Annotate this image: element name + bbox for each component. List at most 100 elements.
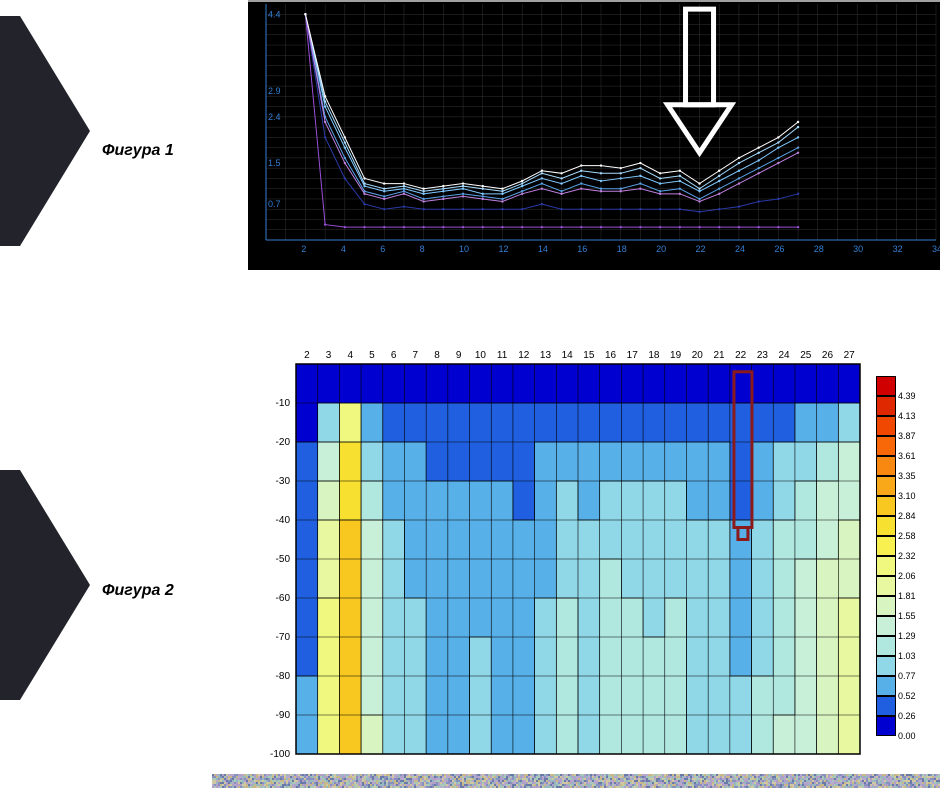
svg-text:28: 28 xyxy=(814,244,824,254)
svg-text:-10: -10 xyxy=(276,398,291,409)
svg-text:18: 18 xyxy=(617,244,627,254)
svg-text:21: 21 xyxy=(713,350,725,361)
svg-text:2.9: 2.9 xyxy=(268,86,281,96)
svg-text:1.5: 1.5 xyxy=(268,158,281,168)
svg-text:5: 5 xyxy=(369,350,375,361)
legend-swatch xyxy=(876,656,896,676)
svg-text:22: 22 xyxy=(735,350,747,361)
svg-text:14: 14 xyxy=(538,244,548,254)
legend-swatch xyxy=(876,396,896,416)
svg-text:24: 24 xyxy=(779,350,791,361)
noise-strip xyxy=(212,774,940,788)
svg-text:3: 3 xyxy=(326,350,332,361)
svg-text:-70: -70 xyxy=(276,632,291,643)
svg-text:13: 13 xyxy=(540,350,552,361)
svg-text:-50: -50 xyxy=(276,554,291,565)
legend-value: 0.52 xyxy=(898,691,916,701)
legend-swatch xyxy=(876,716,896,736)
legend-value: 2.84 xyxy=(898,511,916,521)
legend-value: 2.58 xyxy=(898,531,916,541)
figure1-label: Фигура 1 xyxy=(102,142,174,160)
legend-swatch xyxy=(876,456,896,476)
svg-text:17: 17 xyxy=(627,350,639,361)
figure2-label: Фигура 2 xyxy=(102,582,174,600)
svg-text:4: 4 xyxy=(347,350,353,361)
svg-text:4.4: 4.4 xyxy=(268,9,281,19)
svg-text:27: 27 xyxy=(844,350,856,361)
svg-text:30: 30 xyxy=(853,244,863,254)
svg-text:25: 25 xyxy=(800,350,812,361)
svg-text:34: 34 xyxy=(932,244,940,254)
legend-swatch xyxy=(876,596,896,616)
legend-swatch xyxy=(876,496,896,516)
svg-text:12: 12 xyxy=(498,244,508,254)
legend-value: 3.87 xyxy=(898,431,916,441)
legend-swatch xyxy=(876,476,896,496)
pointer-shape-2 xyxy=(0,470,90,700)
legend-swatch xyxy=(876,536,896,556)
legend-value: 2.32 xyxy=(898,551,916,561)
legend-value: 1.81 xyxy=(898,591,916,601)
svg-text:15: 15 xyxy=(583,350,595,361)
svg-text:14: 14 xyxy=(562,350,574,361)
legend-swatch xyxy=(876,616,896,636)
svg-text:-30: -30 xyxy=(276,476,291,487)
legend-value: 1.29 xyxy=(898,631,916,641)
svg-text:26: 26 xyxy=(822,350,834,361)
svg-text:6: 6 xyxy=(380,244,385,254)
svg-text:11: 11 xyxy=(497,350,508,361)
svg-text:0.7: 0.7 xyxy=(268,199,281,209)
legend-swatch xyxy=(876,376,896,396)
svg-text:7: 7 xyxy=(413,350,419,361)
svg-text:6: 6 xyxy=(391,350,397,361)
svg-text:-20: -20 xyxy=(276,437,291,448)
legend-value: 4.13 xyxy=(898,411,916,421)
svg-text:23: 23 xyxy=(757,350,769,361)
svg-text:10: 10 xyxy=(475,350,487,361)
svg-text:-100: -100 xyxy=(270,749,290,760)
svg-text:12: 12 xyxy=(518,350,530,361)
legend-value: 1.03 xyxy=(898,651,916,661)
svg-text:24: 24 xyxy=(735,244,745,254)
pointer-shape-1 xyxy=(0,16,90,246)
line-chart: 0.71.52.42.94.42468101214161820222426283… xyxy=(248,0,940,270)
legend-swatch xyxy=(876,556,896,576)
line-chart-svg: 0.71.52.42.94.42468101214161820222426283… xyxy=(248,2,940,272)
legend-swatch xyxy=(876,576,896,596)
svg-text:26: 26 xyxy=(774,244,784,254)
svg-text:-80: -80 xyxy=(276,671,291,682)
legend-value: 0.00 xyxy=(898,731,916,741)
legend-swatch xyxy=(876,436,896,456)
legend-swatch xyxy=(876,636,896,656)
svg-text:19: 19 xyxy=(670,350,682,361)
svg-text:20: 20 xyxy=(692,350,704,361)
svg-text:2: 2 xyxy=(304,350,310,361)
legend-value: 3.35 xyxy=(898,471,916,481)
legend-value: 4.39 xyxy=(898,391,916,401)
svg-text:-60: -60 xyxy=(276,593,291,604)
legend-swatch xyxy=(876,696,896,716)
svg-text:20: 20 xyxy=(656,244,666,254)
svg-text:16: 16 xyxy=(577,244,587,254)
legend-value: 3.61 xyxy=(898,451,916,461)
svg-text:-90: -90 xyxy=(276,710,291,721)
legend-swatch xyxy=(876,676,896,696)
heatmap-chart: 2345678910111213141516171819202122232425… xyxy=(248,344,868,762)
legend-value: 1.55 xyxy=(898,611,916,621)
svg-text:9: 9 xyxy=(456,350,462,361)
svg-text:32: 32 xyxy=(893,244,903,254)
heatmap-svg: 2345678910111213141516171819202122232425… xyxy=(248,344,868,762)
svg-text:18: 18 xyxy=(648,350,660,361)
legend-value: 2.06 xyxy=(898,571,916,581)
svg-text:4: 4 xyxy=(341,244,346,254)
legend-value: 0.26 xyxy=(898,711,916,721)
svg-text:8: 8 xyxy=(420,244,425,254)
legend-value: 0.77 xyxy=(898,671,916,681)
legend-swatch xyxy=(876,416,896,436)
svg-text:22: 22 xyxy=(696,244,706,254)
legend-value: 3.10 xyxy=(898,491,916,501)
svg-text:10: 10 xyxy=(459,244,469,254)
heatmap-legend: 4.39 4.13 3.87 3.61 3.35 3.10 xyxy=(876,376,936,736)
svg-text:16: 16 xyxy=(605,350,617,361)
legend-swatch xyxy=(876,516,896,536)
